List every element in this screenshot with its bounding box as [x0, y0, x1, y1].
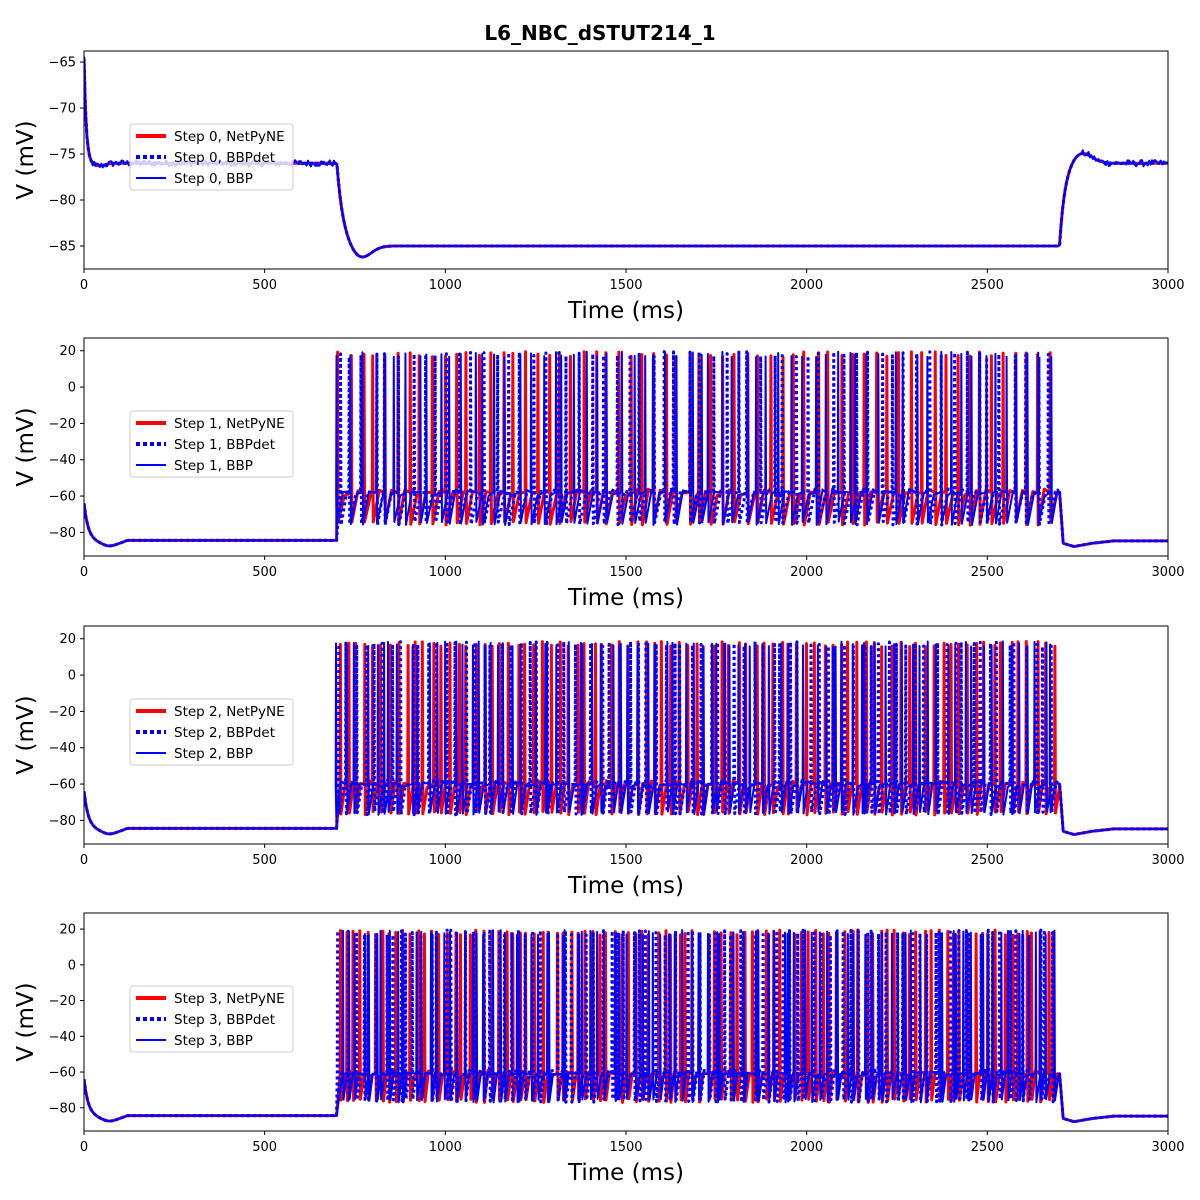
x-tick-label: 500 [252, 565, 277, 580]
x-tick-label: 3000 [1151, 853, 1184, 868]
legend-label: Step 3, BBPdet [174, 1012, 275, 1028]
y-tick-label: −80 [49, 526, 76, 541]
x-axis-label: Time (ms) [567, 873, 684, 899]
y-tick-label: −85 [49, 240, 76, 255]
legend-label: Step 1, NetPyNE [174, 416, 285, 432]
plot-area-2 [84, 639, 1168, 837]
y-tick-label: 0 [68, 958, 76, 973]
chart-title: L6_NBC_dSTUT214_1 [484, 21, 715, 45]
x-tick-label: 2000 [790, 278, 823, 293]
legend: Step 2, NetPyNE Step 2, BBPdet Step 2, BBP [129, 698, 294, 766]
legend: Step 0, NetPyNE Step 0, BBPdet Step 0, BBP [129, 123, 294, 191]
legend-label: Step 2, BBP [174, 746, 253, 762]
y-tick-label: −60 [49, 490, 76, 505]
y-tick-label: 20 [59, 923, 76, 938]
y-tick-label: −20 [49, 705, 76, 720]
series-line [84, 350, 1168, 548]
y-tick-label: 0 [68, 669, 76, 684]
legend-label: Step 3, NetPyNE [174, 991, 285, 1007]
legend: Step 1, NetPyNE Step 1, BBPdet Step 1, BBP [129, 410, 294, 478]
y-tick-label: −80 [49, 194, 76, 209]
y-tick-label: −60 [49, 778, 76, 793]
panels: 0 500 1000 1500 2000 2500 3000−85−80−75−70−65T… [13, 50, 1185, 1186]
legend-box [129, 985, 294, 1053]
legend-label: Step 3, BBP [174, 1033, 253, 1049]
y-tick-label: 0 [68, 381, 76, 396]
y-tick-label: −65 [49, 56, 76, 71]
x-tick-label: 1000 [429, 1140, 462, 1155]
y-tick-label: −60 [49, 1066, 76, 1081]
x-tick-label: 2500 [971, 565, 1004, 580]
y-tick-label: −40 [49, 453, 76, 468]
y-axis-label: V (mV) [13, 982, 39, 1061]
y-axis-label: V (mV) [13, 407, 39, 486]
panel-3: 0 500 1000 1500 2000 2500 3000 −80 −60 −40 −20 0 20 T… [13, 912, 1185, 1186]
series-line [84, 640, 1168, 836]
y-tick-label: 20 [59, 632, 76, 647]
x-tick-label: 2500 [971, 1140, 1004, 1155]
y-tick-label: −40 [49, 741, 76, 756]
x-tick-label: 1500 [609, 853, 642, 868]
plot-area-3 [84, 928, 1168, 1124]
x-axis-label: Time (ms) [567, 585, 684, 611]
x-tick-label: 0 [80, 278, 88, 293]
x-tick-label: 2500 [971, 853, 1004, 868]
plot-area-1 [84, 350, 1168, 549]
legend: Step 3, NetPyNE Step 3, BBPdet Step 3, BBP [129, 985, 294, 1053]
x-tick-label: 1000 [429, 565, 462, 580]
x-tick-label: 2500 [971, 278, 1004, 293]
x-tick-label: 1000 [429, 853, 462, 868]
x-axis-label: Time (ms) [567, 1160, 684, 1186]
y-tick-label: −70 [49, 102, 76, 117]
x-tick-label: 500 [252, 1140, 277, 1155]
y-tick-label: −80 [49, 1101, 76, 1116]
legend-label: Step 2, BBPdet [174, 725, 275, 741]
legend-label: Step 0, BBPdet [174, 150, 275, 166]
y-tick-label: −75 [49, 148, 76, 163]
panel-0: 0 500 1000 1500 2000 2500 3000 −85 −80 −75 −70 −65 T… [13, 50, 1185, 324]
x-tick-label: 2000 [790, 1140, 823, 1155]
x-tick-label: 3000 [1151, 1140, 1184, 1155]
x-tick-label: 1500 [609, 565, 642, 580]
legend-label: Step 1, BBP [174, 458, 253, 474]
x-tick-label: 0 [80, 565, 88, 580]
x-tick-label: 1500 [609, 278, 642, 293]
x-tick-label: 2000 [790, 565, 823, 580]
x-tick-label: 500 [252, 853, 277, 868]
x-tick-label: 0 [80, 1140, 88, 1155]
y-tick-label: −40 [49, 1030, 76, 1045]
legend-box [129, 123, 294, 191]
panel-1: 0 500 1000 1500 2000 2500 3000 −80 −60 −40 −20 0 20 T… [13, 337, 1185, 611]
panel-2: 0 500 1000 1500 2000 2500 3000 −80 −60 −40 −20 0 20 T… [13, 625, 1185, 899]
y-tick-label: −20 [49, 417, 76, 432]
legend-label: Step 2, NetPyNE [174, 704, 285, 720]
y-axis-label: V (mV) [13, 120, 39, 199]
x-tick-label: 0 [80, 853, 88, 868]
x-tick-label: 2000 [790, 853, 823, 868]
x-tick-label: 3000 [1151, 278, 1184, 293]
x-tick-label: 1500 [609, 1140, 642, 1155]
legend-box [129, 410, 294, 478]
x-tick-label: 500 [252, 278, 277, 293]
y-tick-label: −20 [49, 994, 76, 1009]
legend-box [129, 698, 294, 766]
legend-label: Step 1, BBPdet [174, 437, 275, 453]
legend-label: Step 0, NetPyNE [174, 129, 285, 145]
y-tick-label: 20 [59, 344, 76, 359]
x-tick-label: 3000 [1151, 565, 1184, 580]
series-line [84, 929, 1168, 1123]
legend-label: Step 0, BBP [174, 171, 253, 187]
x-axis-label: Time (ms) [567, 298, 684, 324]
y-axis-label: V (mV) [13, 695, 39, 774]
x-tick-label: 1000 [429, 278, 462, 293]
y-tick-label: −80 [49, 814, 76, 829]
